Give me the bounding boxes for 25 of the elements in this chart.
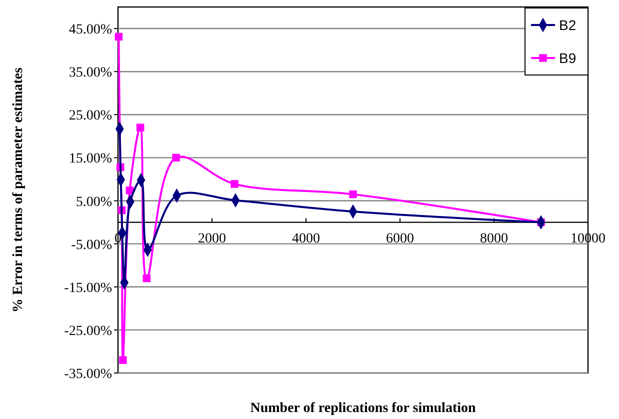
y-axis-title: % Error in terms of parameter estimates bbox=[11, 66, 26, 312]
point bbox=[142, 274, 151, 282]
y-tick-label: 45.00% bbox=[68, 22, 112, 38]
point bbox=[114, 32, 123, 41]
y-tick-label: 25.00% bbox=[68, 108, 112, 124]
y-tick-label: 35.00% bbox=[68, 66, 112, 81]
y-tick-label: -5.00% bbox=[71, 238, 112, 253]
x-tick-label: 6000 bbox=[386, 231, 414, 246]
point bbox=[119, 356, 127, 364]
point bbox=[172, 154, 180, 162]
x-tick-label: 8000 bbox=[480, 231, 508, 246]
point bbox=[349, 190, 357, 198]
point bbox=[230, 180, 238, 188]
point bbox=[136, 124, 144, 132]
y-tick-label: -35.00% bbox=[64, 367, 112, 382]
point bbox=[126, 186, 134, 194]
legend-label: B9 bbox=[559, 50, 576, 66]
y-tick-label: -15.00% bbox=[64, 280, 112, 296]
legend-label: B2 bbox=[559, 17, 576, 33]
y-tick-label: -25.00% bbox=[64, 324, 112, 339]
y-tick-label: 15.00% bbox=[68, 152, 112, 167]
x-tick-label: 4000 bbox=[292, 231, 320, 246]
y-tick-label: 5.00% bbox=[76, 194, 112, 210]
x-axis-title: Number of replications for simulation bbox=[250, 401, 476, 416]
x-tick-label: 2000 bbox=[198, 231, 226, 246]
